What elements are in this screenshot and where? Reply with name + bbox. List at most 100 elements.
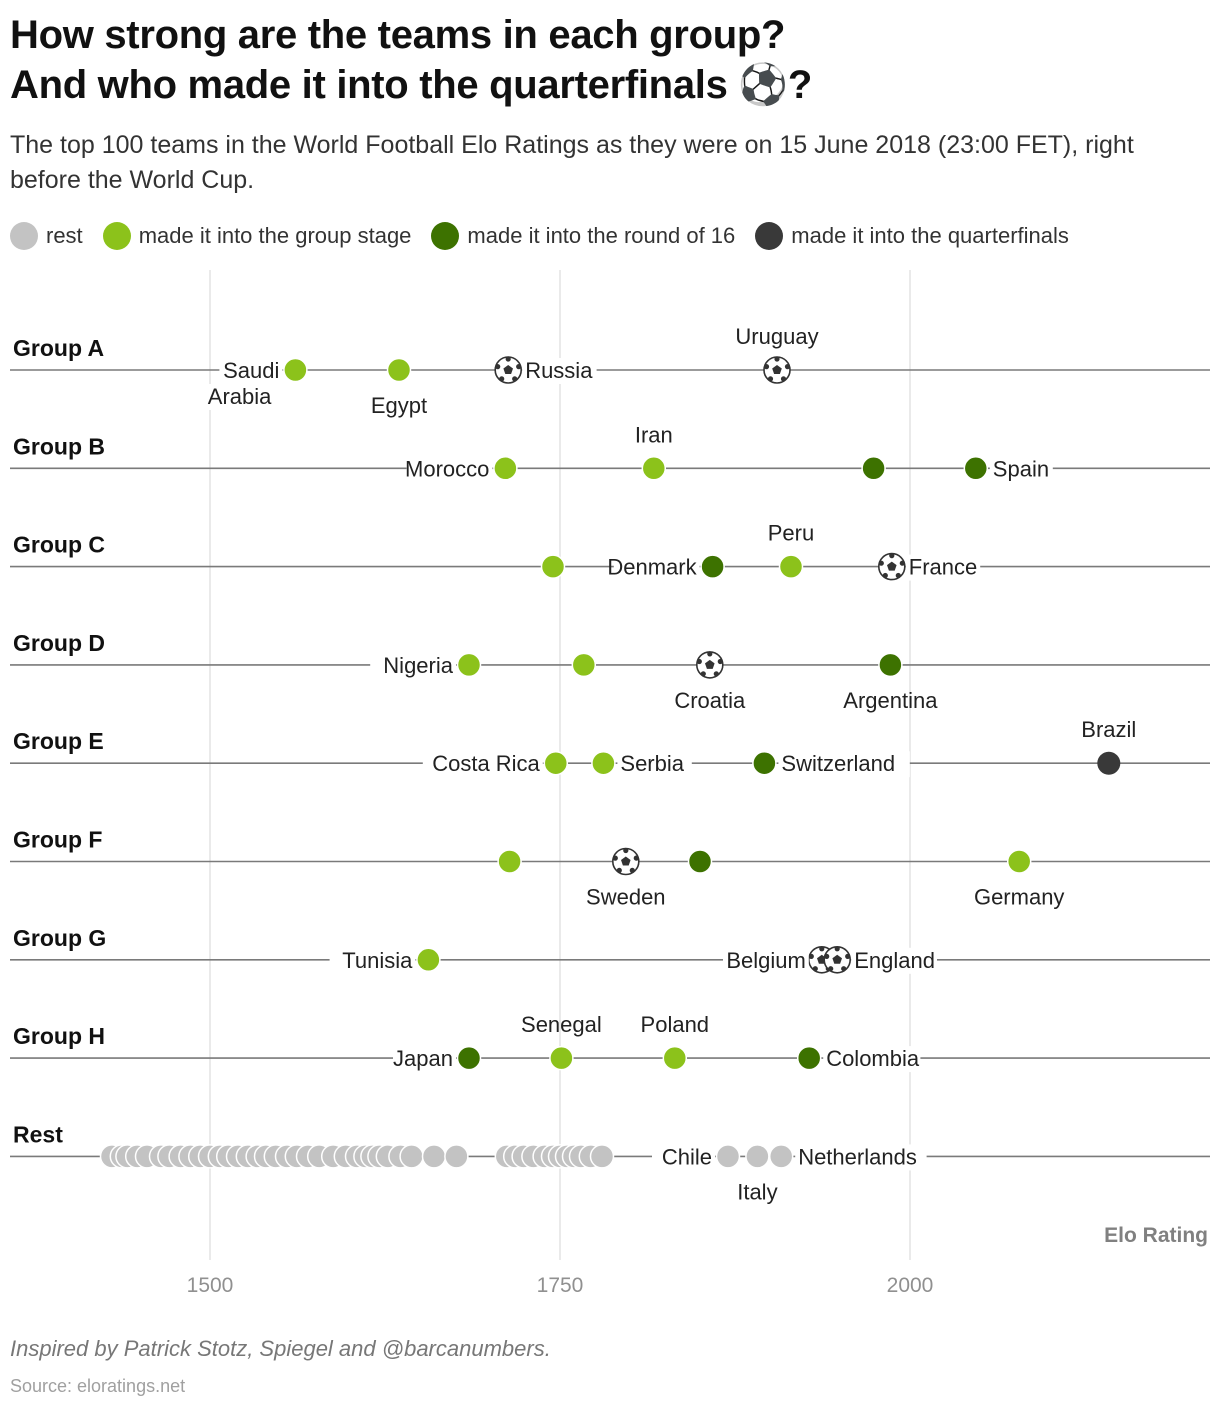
legend-label-quarterfinals: made it into the quarterfinals (791, 223, 1069, 248)
legend-swatch-group-stage (102, 222, 131, 250)
team-marker-croatia (695, 651, 724, 679)
team-dot-costa-rica (543, 750, 569, 776)
row-label-group-f: Group F (13, 827, 102, 853)
team-label-costa-rica-bg (422, 751, 543, 778)
legend-item-rest: rest (10, 222, 83, 250)
team-label-england: England (854, 948, 935, 973)
team-label-egypt: Egypt (371, 393, 427, 418)
rest-team-dot-33 (444, 1144, 469, 1169)
team-label-saudi-arabia-line-1: Saudi (223, 358, 279, 383)
legend-item-group-stage: made it into the group stage (102, 222, 412, 250)
team-label-saudi-arabia-line-2: Arabia (208, 384, 272, 409)
legend-item-round-of-16: made it into the round of 16 (431, 222, 735, 250)
team-dot-group-f-team-3 (687, 849, 713, 874)
rest-team-dot-45 (589, 1144, 615, 1169)
team-label-poland: Poland (641, 1012, 710, 1037)
team-label-saudi-arabia-line-2-bg (200, 384, 275, 410)
team-label-italy: Italy (737, 1179, 777, 1204)
tick-label-2000: 2000 (887, 1274, 934, 1297)
team-marker-france (877, 552, 906, 581)
team-label-serbia: Serbia (620, 751, 684, 776)
team-dot-morocco (493, 456, 518, 481)
team-label-tunisia: Tunisia (342, 948, 413, 973)
legend-swatch-round-of-16 (431, 222, 460, 250)
team-dot-switzerland (752, 750, 777, 776)
team-label-nigeria-bg (370, 652, 456, 679)
legend-label-rest: rest (46, 223, 83, 248)
team-dot-group-b-team-3 (861, 456, 886, 481)
team-dot-serbia (591, 750, 616, 776)
team-dot-japan (456, 1045, 482, 1071)
team-label-saudi-arabia-line-1-bg (219, 358, 283, 384)
source-note: Source: eloratings.net (10, 1376, 186, 1396)
legend: rest made it into the group stage made i… (10, 220, 1089, 252)
team-dot-argentina (878, 652, 903, 678)
team-label-croatia: Croatia (674, 688, 746, 713)
team-marker-brazil (1097, 751, 1121, 775)
tick-label-1500: 1500 (187, 1274, 234, 1297)
team-dot-egypt (386, 357, 412, 383)
team-marker-russia (494, 356, 523, 384)
team-label-uruguay: Uruguay (735, 324, 818, 349)
team-dot-peru (778, 554, 804, 579)
team-label-chile-bg (652, 1144, 715, 1171)
team-dot-germany (1006, 849, 1032, 874)
team-dot-iran (641, 456, 667, 481)
row-label-rest: Rest (13, 1121, 63, 1147)
team-dot-colombia (796, 1045, 822, 1071)
row-label-group-g: Group G (13, 925, 106, 951)
team-dot-group-f-team-1 (497, 849, 522, 874)
team-marker-sweden (611, 847, 640, 876)
team-label-germany: Germany (974, 885, 1064, 910)
chart-title: How strong are the teams in each group? … (10, 10, 812, 110)
team-label-argentina: Argentina (843, 688, 938, 713)
team-label-iran: Iran (635, 422, 673, 447)
team-label-netherlands: Netherlands (798, 1144, 917, 1169)
team-label-denmark: Denmark (607, 555, 697, 580)
title-line-1: How strong are the teams in each group? (10, 13, 786, 57)
team-label-belgium-bg (723, 947, 809, 974)
team-label-switzerland-bg (778, 751, 910, 778)
team-label-costa-rica: Costa Rica (432, 751, 540, 776)
legend-item-quarterfinals: made it into the quarterfinals (755, 222, 1069, 250)
team-label-england-bg (851, 947, 937, 974)
row-label-group-b: Group B (13, 433, 105, 459)
team-dot-italy (745, 1144, 770, 1169)
team-label-chile: Chile (662, 1144, 712, 1169)
team-label-denmark-bg (613, 554, 700, 581)
axis-title: Elo Rating (1104, 1224, 1208, 1247)
team-label-senegal: Senegal (521, 1012, 602, 1037)
team-dot-netherlands (768, 1144, 794, 1169)
legend-label-group-stage: made it into the group stage (138, 223, 412, 248)
row-label-group-h: Group H (13, 1023, 105, 1049)
team-label-spain-bg (989, 456, 1053, 483)
footer-note: Inspired by Patrick Stotz, Spiegel and @… (10, 1336, 551, 1361)
team-label-japan-bg (393, 1046, 456, 1073)
row-label-group-a: Group A (13, 335, 104, 361)
team-label-peru: Peru (768, 521, 814, 546)
team-dot-saudi-arabia (283, 357, 308, 383)
team-dot-group-d-team-2 (571, 652, 597, 678)
legend-swatch-rest (10, 222, 38, 250)
team-dot-denmark (700, 554, 725, 579)
team-label-brazil: Brazil (1081, 717, 1136, 742)
team-label-morocco: Morocco (405, 456, 489, 481)
title-line-2: And who made it into the quarterfinals ⚽… (10, 63, 812, 107)
row-label-group-e: Group E (13, 728, 104, 754)
team-label-belgium: Belgium (726, 948, 805, 973)
team-label-sweden: Sweden (586, 885, 666, 910)
row-label-group-c: Group C (13, 532, 105, 558)
team-label-netherlands-bg (795, 1144, 927, 1171)
team-label-tunisia-bg (329, 947, 416, 974)
team-dot-spain (963, 456, 989, 481)
chart-subtitle: The top 100 teams in the World Football … (10, 131, 1134, 194)
team-dot-senegal (549, 1045, 574, 1071)
team-label-russia-bg (522, 358, 597, 384)
team-label-morocco-bg (406, 456, 493, 483)
team-marker-uruguay (763, 356, 791, 384)
legend-label-round-of-16: made it into the round of 16 (467, 223, 736, 248)
team-dot-nigeria (456, 652, 482, 678)
legend-swatch-quarterfinals (755, 222, 784, 250)
team-dot-poland (662, 1045, 688, 1071)
